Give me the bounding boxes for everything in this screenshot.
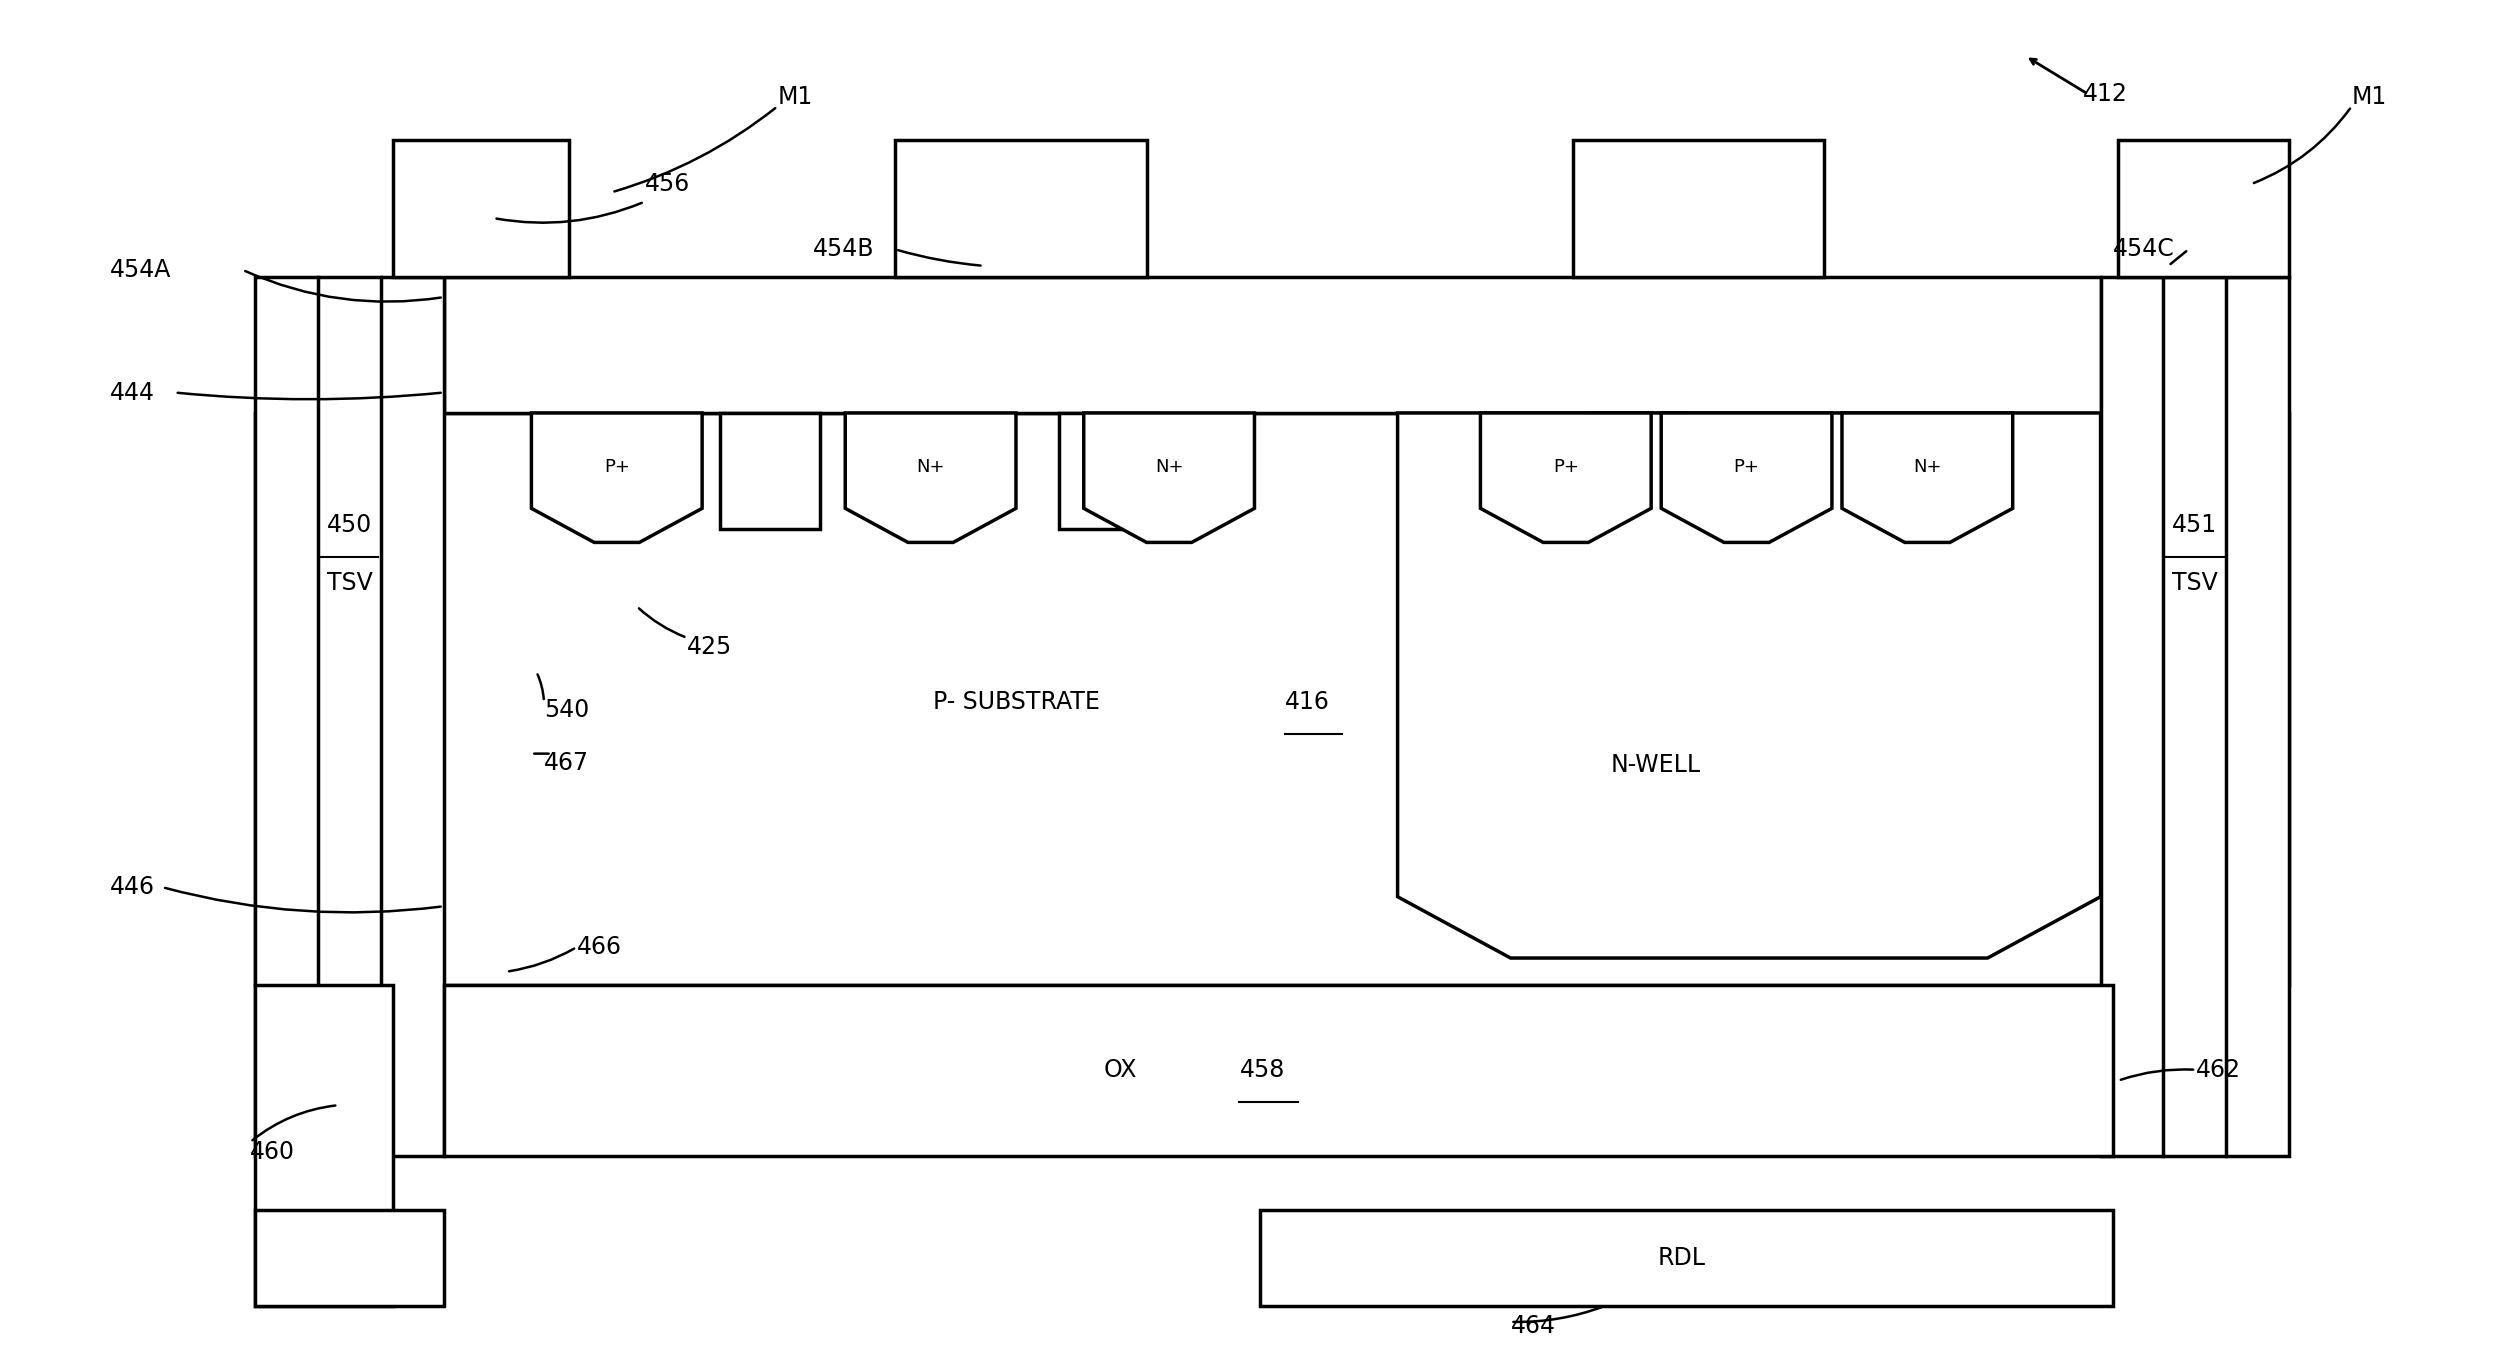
Text: 467: 467 [544,751,589,775]
Text: N+: N+ [1912,458,1942,476]
Text: 451: 451 [2171,513,2217,536]
Text: P+: P+ [605,458,630,476]
Bar [254,277,443,1156]
Text: 444: 444 [111,381,154,404]
Text: OX: OX [1103,1058,1136,1082]
Text: N+: N+ [917,458,945,476]
Text: P- SUBSTRATE: P- SUBSTRATE [932,690,1101,714]
Bar [2101,277,2290,1156]
Text: 446: 446 [111,875,154,899]
Text: TSV: TSV [327,572,373,595]
Text: P+: P+ [1733,458,1758,476]
Text: M1: M1 [778,85,814,108]
Text: P+: P+ [1552,458,1579,476]
Bar [254,1211,443,1305]
Text: 425: 425 [688,635,733,659]
Bar [1058,413,1159,529]
Text: 454A: 454A [111,258,171,282]
Text: 460: 460 [249,1139,295,1164]
Text: 456: 456 [645,171,690,196]
Bar [1574,140,1824,277]
Text: N-WELL: N-WELL [1612,753,1700,776]
Polygon shape [846,413,1015,543]
Bar [254,413,2290,986]
Text: RDL: RDL [1658,1246,1705,1270]
Text: 454C: 454C [2113,237,2174,262]
Polygon shape [1841,413,2013,543]
Text: N+: N+ [1154,458,1184,476]
Polygon shape [532,413,703,543]
Text: 454B: 454B [814,237,874,262]
Text: TSV: TSV [2171,572,2217,595]
Polygon shape [1481,413,1650,543]
Bar [720,413,821,529]
Bar [443,277,2101,413]
Text: 464: 464 [1511,1313,1557,1338]
Bar [2118,140,2290,277]
Polygon shape [1398,413,2101,958]
Polygon shape [1660,413,1831,543]
Text: 466: 466 [577,935,622,960]
Text: 462: 462 [2197,1058,2242,1082]
Text: M1: M1 [2353,85,2388,108]
Polygon shape [1083,413,1254,543]
Bar [254,986,393,1305]
Bar [393,140,569,277]
Bar [894,140,1146,277]
Text: 412: 412 [2083,82,2129,106]
Bar [1260,1211,2113,1305]
Text: 540: 540 [544,698,589,723]
Bar [1587,413,1685,529]
Text: 450: 450 [327,513,373,536]
Text: 458: 458 [1239,1058,1285,1082]
Bar [443,986,2113,1156]
Text: 416: 416 [1285,690,1330,714]
